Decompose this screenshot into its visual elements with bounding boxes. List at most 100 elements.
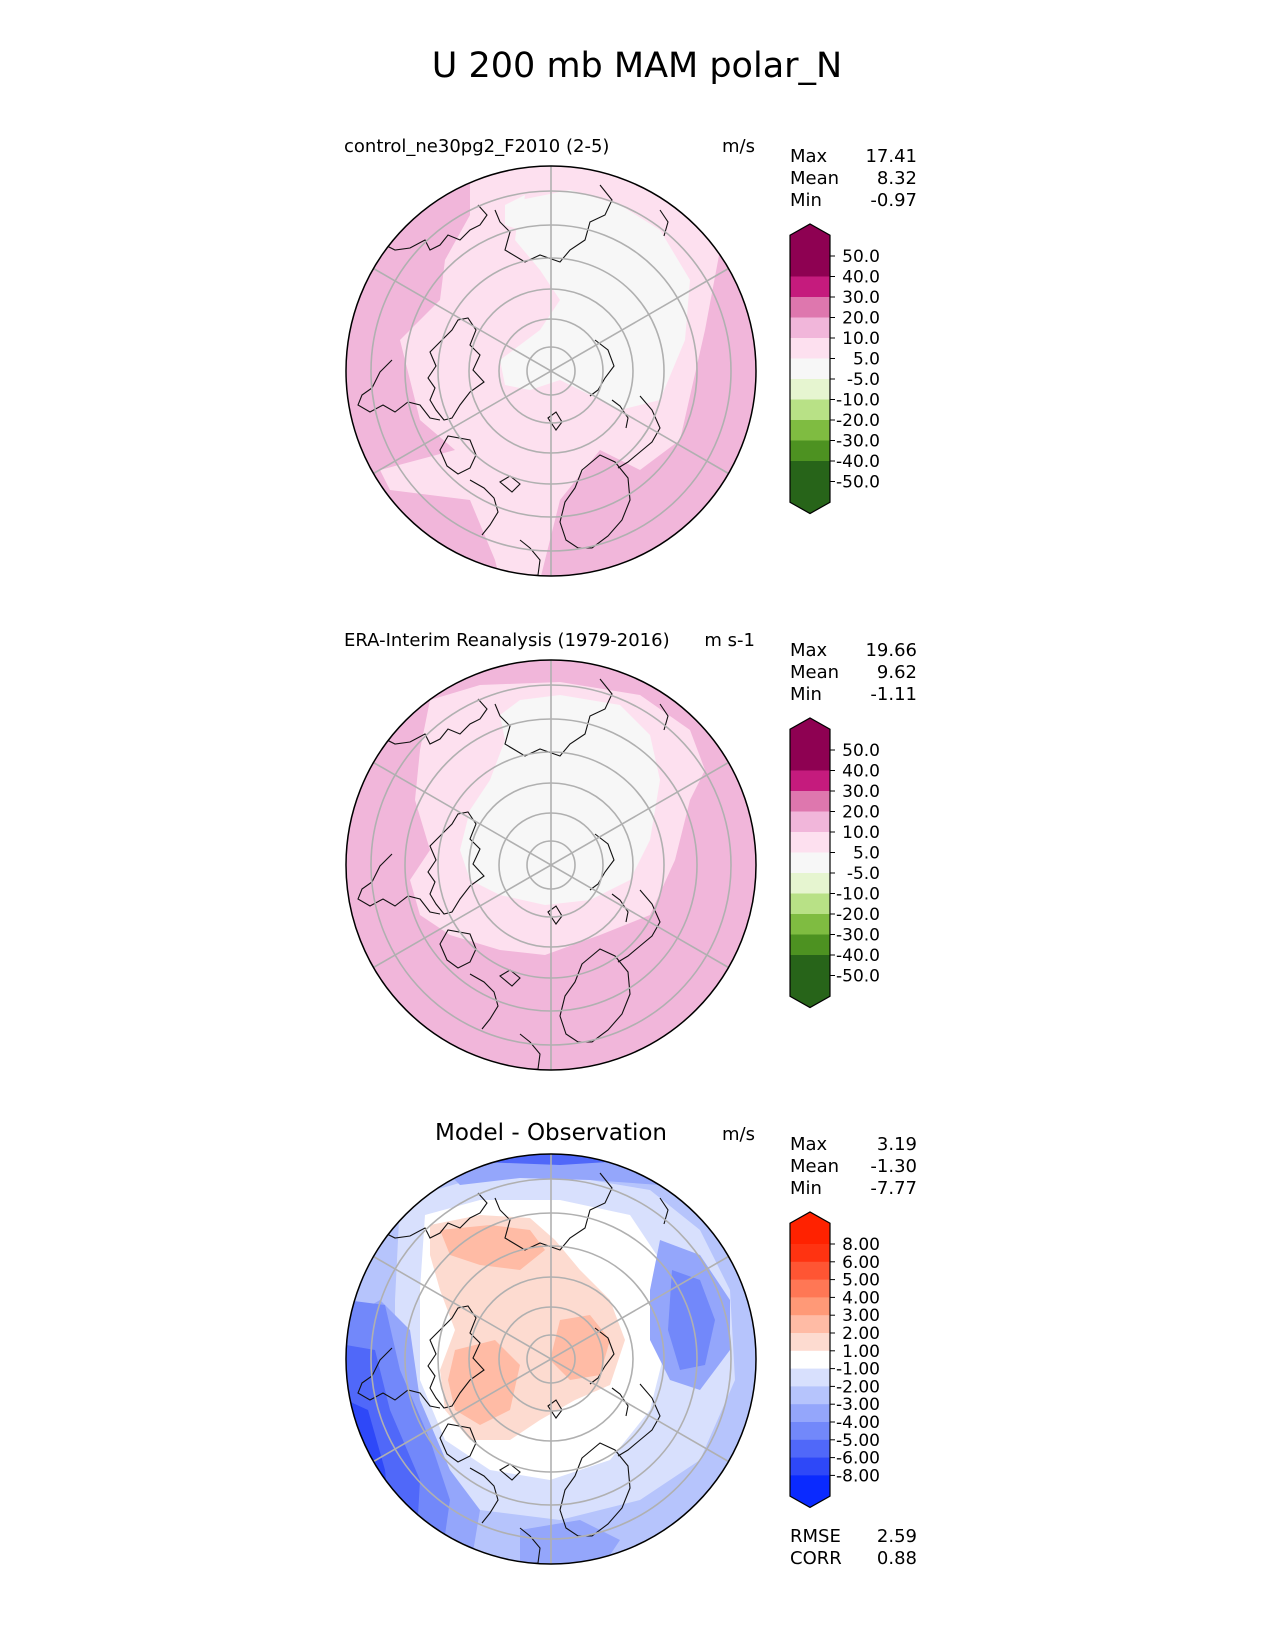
stats-block: Max 19.66 Mean 9.62 Min -1.11 bbox=[790, 640, 917, 705]
stat-value-min: -0.97 bbox=[870, 190, 917, 211]
colorbar-tick-label: -20.0 bbox=[836, 411, 880, 431]
stat-label-mean: Mean bbox=[790, 168, 839, 189]
colorbar-tick-label: -6.00 bbox=[836, 1449, 880, 1469]
colorbar-extend-under bbox=[790, 481, 830, 514]
colorbar-tick-label: -5.0 bbox=[847, 864, 880, 884]
colorbar-outline bbox=[789, 1211, 831, 1509]
colorbar-segment bbox=[790, 914, 830, 935]
colorbar-segment bbox=[790, 1404, 830, 1423]
map-boundary bbox=[345, 165, 757, 577]
stats-block: Max 17.41 Mean 8.32 Min -0.97 bbox=[790, 146, 917, 211]
colorbar-segment bbox=[790, 750, 830, 771]
colorbar-tick-label: 1.00 bbox=[842, 1342, 880, 1362]
colorbar: 8.006.005.004.003.002.001.00-1.00-2.00-3… bbox=[789, 1211, 880, 1509]
colorbar-segment bbox=[790, 873, 830, 894]
colorbar-segment bbox=[790, 934, 830, 956]
stat-value-corr: 0.88 bbox=[877, 1548, 917, 1569]
colorbar-segment bbox=[790, 1279, 830, 1298]
colorbar-tick-label: 8.00 bbox=[842, 1235, 880, 1255]
stat-label-max: Max bbox=[790, 1134, 828, 1155]
colorbar-tick-label: 30.0 bbox=[842, 288, 880, 308]
stat-label-max: Max bbox=[790, 146, 828, 167]
map-boundary bbox=[345, 659, 757, 1071]
panel-title: Model - Observation bbox=[435, 1120, 667, 1146]
colorbar-tick-label: -5.0 bbox=[847, 370, 880, 390]
colorbar-tick-label: -30.0 bbox=[836, 926, 880, 946]
colorbar-tick-label: -5.00 bbox=[836, 1431, 880, 1451]
colorbar-segment bbox=[790, 399, 830, 421]
stat-label-min: Min bbox=[790, 190, 822, 211]
graticule bbox=[370, 1154, 732, 1564]
colorbar-segment bbox=[790, 1244, 830, 1263]
stat-value-rmse: 2.59 bbox=[877, 1526, 917, 1547]
colorbar-tick-label: 5.0 bbox=[853, 844, 880, 864]
error-stats-block: RMSE 2.59 CORR 0.88 bbox=[790, 1526, 917, 1569]
colorbar-tick-label: 40.0 bbox=[842, 268, 880, 288]
colorbar-segment bbox=[790, 461, 830, 482]
colorbar-tick-label: -20.0 bbox=[836, 905, 880, 925]
colorbar-tick-label: -4.00 bbox=[836, 1413, 880, 1433]
colorbar-tick-label: -50.0 bbox=[836, 473, 880, 493]
colorbar-tick-label: -50.0 bbox=[836, 967, 880, 987]
colorbar-segment bbox=[790, 955, 830, 976]
colorbar-tick-label: 40.0 bbox=[842, 762, 880, 782]
colorbar-segment bbox=[790, 1439, 830, 1459]
colorbar-segment bbox=[790, 1297, 830, 1316]
panel-title: ERA-Interim Reanalysis (1979-2016) bbox=[344, 630, 670, 651]
colorbar-tick-label: -1.00 bbox=[836, 1360, 880, 1380]
stat-label-max: Max bbox=[790, 640, 828, 661]
colorbar-segment bbox=[790, 1261, 830, 1281]
colorbar-tick-label: 30.0 bbox=[842, 782, 880, 802]
colorbar-segment bbox=[790, 811, 830, 833]
colorbar-extend-over bbox=[790, 718, 830, 750]
colorbar-outline bbox=[789, 223, 831, 515]
panel-units: m/s bbox=[722, 1124, 755, 1145]
colorbar-segment bbox=[790, 852, 830, 874]
colorbar-segment bbox=[790, 338, 830, 359]
colorbar-segment bbox=[790, 770, 830, 792]
stat-value-min: -7.77 bbox=[870, 1178, 917, 1199]
colorbar-tick-label: -40.0 bbox=[836, 452, 880, 472]
polar-map-overlay bbox=[345, 165, 757, 577]
contour-minus5-minus4 bbox=[470, 1154, 640, 1165]
polar-map-overlay bbox=[345, 1153, 757, 1565]
coastlines bbox=[357, 184, 669, 576]
stat-value-min: -1.11 bbox=[870, 684, 917, 705]
stat-label-min: Min bbox=[790, 684, 822, 705]
colorbar-segment bbox=[790, 440, 830, 462]
colorbar-segment bbox=[790, 276, 830, 298]
figure-title: U 200 mb MAM polar_N bbox=[432, 46, 842, 86]
stat-label-rmse: RMSE bbox=[790, 1526, 841, 1547]
panel-difference: Model - Observation m/s bbox=[345, 1120, 917, 1569]
colorbar-segment bbox=[790, 1350, 830, 1370]
colorbar-tick-label: -30.0 bbox=[836, 432, 880, 452]
colorbar-segment bbox=[790, 379, 830, 400]
colorbar-tick-label: 20.0 bbox=[842, 309, 880, 329]
colorbar-tick-label: 10.0 bbox=[842, 823, 880, 843]
colorbar-segment bbox=[790, 1315, 830, 1334]
colorbar-tick-label: -40.0 bbox=[836, 946, 880, 966]
polar-map-overlay bbox=[345, 659, 757, 1071]
colorbar: 50.040.030.020.010.05.0-5.0-10.0-20.0-30… bbox=[789, 223, 880, 515]
colorbar-tick-label: 4.00 bbox=[842, 1288, 880, 1308]
stat-value-max: 3.19 bbox=[877, 1134, 917, 1155]
colorbar-extend-over bbox=[790, 224, 830, 256]
colorbar-segment bbox=[790, 893, 830, 915]
colorbar-tick-label: 6.00 bbox=[842, 1253, 880, 1273]
colorbar-tick-label: -10.0 bbox=[836, 391, 880, 411]
colorbar-tick-label: -3.00 bbox=[836, 1395, 880, 1415]
colorbar-segment bbox=[790, 1333, 830, 1352]
colorbar-segment bbox=[790, 317, 830, 339]
map-boundary bbox=[345, 1153, 757, 1565]
colorbar-segment bbox=[790, 1422, 830, 1441]
contour-minus3-minus2 bbox=[520, 1520, 620, 1564]
contour-2-3 bbox=[448, 1340, 520, 1425]
graticule bbox=[370, 660, 732, 1070]
stat-value-max: 17.41 bbox=[865, 146, 917, 167]
stat-value-mean: 9.62 bbox=[877, 662, 917, 683]
colorbar-tick-label: 3.00 bbox=[842, 1306, 880, 1326]
colorbar-tick-label: 2.00 bbox=[842, 1324, 880, 1344]
colorbar-segment bbox=[790, 1457, 830, 1476]
stat-label-mean: Mean bbox=[790, 1156, 839, 1177]
